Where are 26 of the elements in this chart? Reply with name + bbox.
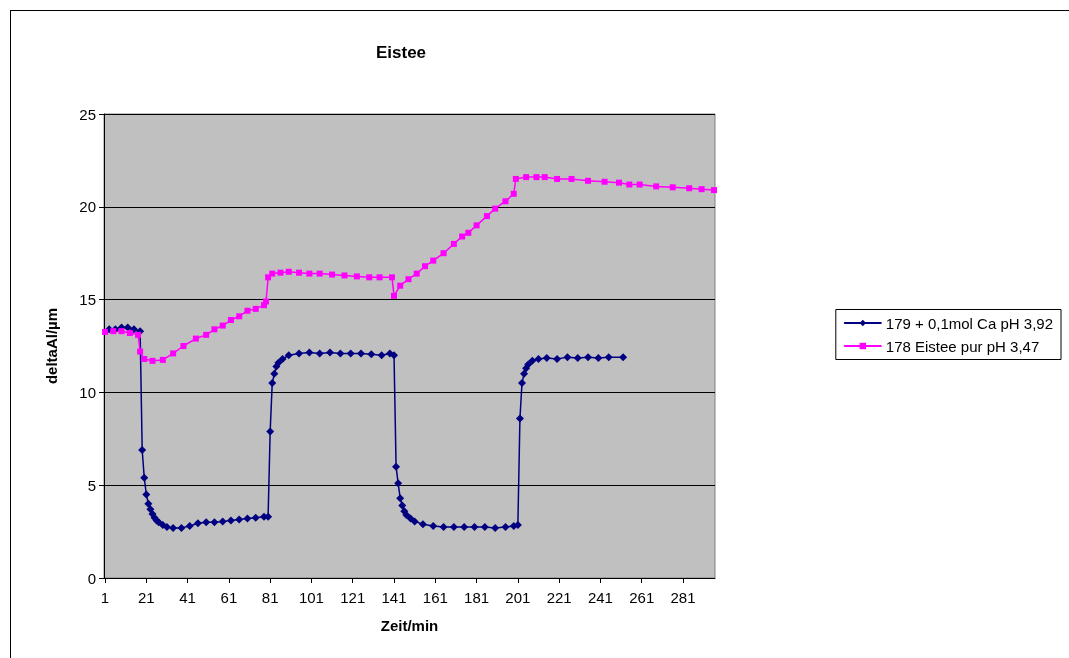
y-tick-label: 10: [79, 383, 96, 401]
x-tick-label: 161: [422, 589, 448, 606]
x-tick-label: 121: [340, 589, 366, 606]
x-tick-label: 241: [587, 589, 613, 606]
y-tick-label: 20: [79, 198, 96, 216]
legend-label: 178 Eistee pur pH 3,47: [885, 337, 1040, 355]
x-tick-label: 1: [100, 589, 110, 606]
x-tick-label: 261: [629, 589, 655, 606]
x-tick-label: 221: [546, 589, 572, 606]
legend-label: 179 + 0,1mol Ca pH 3,92: [885, 314, 1054, 332]
y-tick-label: 15: [79, 291, 96, 309]
x-axis-title: Zeit/min: [380, 617, 439, 634]
x-tick-label: 101: [298, 589, 324, 606]
x-tick-label: 41: [179, 589, 196, 606]
x-tick-label: 281: [670, 589, 696, 606]
chart-title: Eistee: [375, 43, 427, 62]
x-tick-label: 201: [505, 589, 531, 606]
x-tick-label: 141: [381, 589, 407, 606]
y-tick-label: 5: [87, 476, 96, 494]
x-tick-label: 81: [261, 589, 279, 606]
y-tick-label: 0: [87, 569, 96, 587]
y-axis-title: deltaAl/µm: [43, 307, 60, 385]
y-tick-label: 25: [79, 105, 96, 123]
x-tick-label: 61: [220, 589, 238, 606]
x-tick-label: 21: [137, 589, 155, 606]
x-tick-label: 181: [464, 589, 490, 606]
